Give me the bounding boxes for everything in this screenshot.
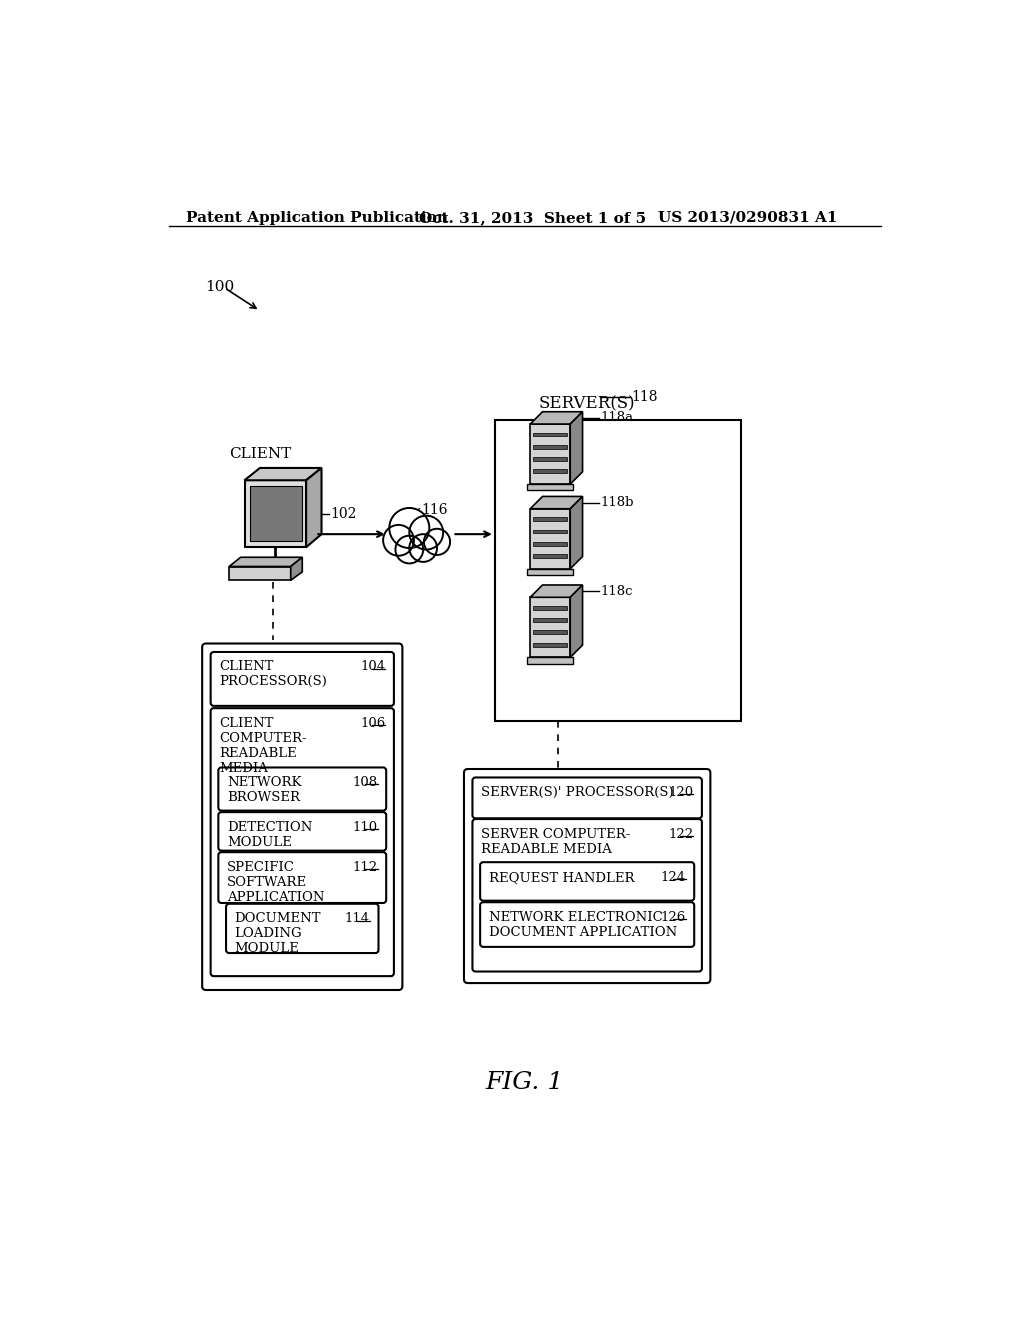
Text: DOCUMENT
LOADING
MODULE: DOCUMENT LOADING MODULE — [234, 912, 321, 956]
Text: US 2013/0290831 A1: US 2013/0290831 A1 — [658, 211, 838, 224]
FancyBboxPatch shape — [218, 853, 386, 903]
FancyBboxPatch shape — [202, 644, 402, 990]
Polygon shape — [530, 585, 583, 598]
Circle shape — [389, 508, 429, 548]
Text: 102: 102 — [331, 507, 357, 521]
Polygon shape — [530, 424, 570, 484]
Text: SPECIFIC
SOFTWARE
APPLICATION: SPECIFIC SOFTWARE APPLICATION — [226, 861, 325, 904]
FancyBboxPatch shape — [218, 812, 386, 850]
Polygon shape — [530, 598, 570, 657]
Circle shape — [410, 516, 443, 549]
Polygon shape — [530, 412, 583, 424]
Polygon shape — [527, 569, 573, 576]
Text: 118a: 118a — [600, 412, 634, 425]
FancyBboxPatch shape — [480, 903, 694, 946]
Bar — [534, 554, 567, 558]
Text: 100: 100 — [205, 280, 234, 294]
Text: DETECTION
MODULE: DETECTION MODULE — [226, 821, 312, 849]
FancyBboxPatch shape — [211, 708, 394, 977]
Bar — [495, 420, 741, 721]
Circle shape — [383, 525, 414, 556]
Polygon shape — [530, 496, 583, 508]
Polygon shape — [570, 496, 583, 569]
Text: 110: 110 — [352, 821, 378, 834]
Circle shape — [395, 536, 423, 564]
Text: 120: 120 — [669, 785, 693, 799]
FancyBboxPatch shape — [226, 904, 379, 953]
Polygon shape — [229, 566, 291, 581]
FancyBboxPatch shape — [464, 770, 711, 983]
Text: 122: 122 — [669, 828, 693, 841]
Bar — [534, 631, 567, 635]
Polygon shape — [570, 412, 583, 484]
Bar — [534, 457, 567, 461]
Text: 118b: 118b — [600, 496, 634, 510]
Text: SERVER COMPUTER-
READABLE MEDIA: SERVER COMPUTER- READABLE MEDIA — [481, 828, 631, 855]
Bar — [534, 445, 567, 449]
Bar — [534, 529, 567, 533]
Text: 126: 126 — [660, 911, 686, 924]
Polygon shape — [291, 557, 302, 581]
FancyBboxPatch shape — [480, 862, 694, 900]
Text: 116: 116 — [422, 503, 449, 516]
Polygon shape — [229, 557, 302, 566]
Text: 118: 118 — [631, 391, 657, 404]
Bar — [534, 517, 567, 521]
Circle shape — [424, 529, 451, 554]
Bar — [534, 606, 567, 610]
Text: Patent Application Publication: Patent Application Publication — [186, 211, 449, 224]
Text: 118c: 118c — [600, 585, 633, 598]
Text: NETWORK
BROWSER: NETWORK BROWSER — [226, 776, 301, 804]
FancyBboxPatch shape — [218, 767, 386, 810]
FancyBboxPatch shape — [472, 818, 701, 972]
Text: SERVER(S)' PROCESSOR(S): SERVER(S)' PROCESSOR(S) — [481, 785, 674, 799]
Text: 104: 104 — [360, 660, 385, 673]
Polygon shape — [245, 480, 306, 548]
Text: 112: 112 — [352, 861, 378, 874]
Polygon shape — [570, 585, 583, 657]
Text: FIG. 1: FIG. 1 — [485, 1071, 564, 1094]
Text: SERVER(S): SERVER(S) — [539, 396, 635, 413]
Text: CLIENT
COMPUTER-
READABLE
MEDIA: CLIENT COMPUTER- READABLE MEDIA — [219, 717, 307, 775]
FancyBboxPatch shape — [472, 777, 701, 818]
Text: 124: 124 — [660, 871, 686, 883]
Text: Oct. 31, 2013  Sheet 1 of 5: Oct. 31, 2013 Sheet 1 of 5 — [419, 211, 646, 224]
Bar — [534, 618, 567, 622]
Text: 106: 106 — [360, 717, 385, 730]
Text: CLIENT
PROCESSOR(S): CLIENT PROCESSOR(S) — [219, 660, 327, 689]
Polygon shape — [527, 657, 573, 664]
Bar — [534, 433, 567, 437]
Polygon shape — [306, 469, 322, 548]
Bar — [534, 541, 567, 545]
Text: CLIENT: CLIENT — [229, 447, 292, 461]
Circle shape — [410, 535, 437, 562]
Text: NETWORK ELECTRONIC
DOCUMENT APPLICATION: NETWORK ELECTRONIC DOCUMENT APPLICATION — [488, 911, 677, 939]
Bar — [534, 643, 567, 647]
Polygon shape — [250, 486, 301, 541]
FancyBboxPatch shape — [211, 652, 394, 706]
Polygon shape — [383, 512, 450, 558]
Polygon shape — [530, 508, 570, 569]
Polygon shape — [245, 469, 322, 480]
Text: 108: 108 — [352, 776, 378, 789]
Text: 114: 114 — [345, 912, 370, 925]
Polygon shape — [527, 484, 573, 490]
Text: REQUEST HANDLER: REQUEST HANDLER — [488, 871, 634, 883]
Bar — [534, 470, 567, 474]
